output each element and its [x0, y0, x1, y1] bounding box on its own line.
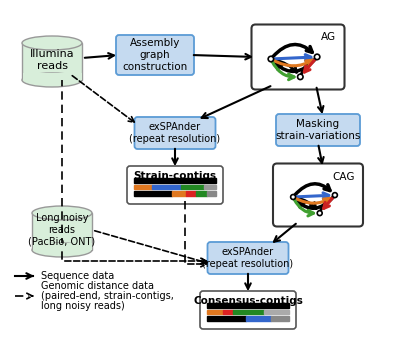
Text: Assembly
graph
construction: Assembly graph construction [122, 38, 188, 72]
Text: Consensus-contigs: Consensus-contigs [193, 296, 303, 306]
Circle shape [298, 74, 303, 80]
Bar [207, 309, 223, 314]
Circle shape [268, 56, 274, 62]
Bar [246, 316, 271, 321]
Text: exSPAnder
(repeat resolution): exSPAnder (repeat resolution) [202, 247, 294, 269]
Bar [264, 309, 289, 314]
Bar [186, 191, 196, 195]
Bar [207, 316, 246, 321]
Bar [152, 185, 181, 189]
Text: long noisy reads): long noisy reads) [41, 301, 125, 311]
Text: CAG: CAG [332, 171, 355, 182]
Text: AG: AG [321, 33, 336, 42]
FancyBboxPatch shape [116, 35, 194, 75]
Bar [233, 309, 264, 314]
Text: exSPAnder
(repeat resolution): exSPAnder (repeat resolution) [130, 122, 220, 144]
Ellipse shape [22, 36, 82, 50]
Circle shape [317, 211, 322, 216]
Text: Sequence data: Sequence data [41, 271, 114, 281]
Text: Illumina
reads: Illumina reads [30, 49, 74, 71]
Text: Long noisy
reads
(PacBio, ONT): Long noisy reads (PacBio, ONT) [28, 214, 96, 246]
Bar [204, 185, 216, 189]
Ellipse shape [32, 206, 92, 220]
Text: Strain-contigs: Strain-contigs [134, 171, 216, 181]
Bar [223, 309, 233, 314]
Ellipse shape [22, 73, 82, 87]
FancyBboxPatch shape [276, 114, 360, 146]
Bar [32, 213, 92, 250]
FancyBboxPatch shape [134, 117, 216, 149]
Circle shape [332, 193, 337, 198]
Bar [22, 73, 82, 80]
Text: Masking
strain-variations: Masking strain-variations [275, 119, 361, 141]
Text: Genomic distance data: Genomic distance data [41, 281, 154, 291]
FancyBboxPatch shape [200, 291, 296, 329]
Bar [134, 178, 216, 183]
FancyBboxPatch shape [273, 164, 363, 226]
Bar [134, 185, 152, 189]
Text: (paired-end, strain-contigs,: (paired-end, strain-contigs, [41, 291, 174, 301]
Bar [181, 185, 204, 189]
Ellipse shape [32, 243, 92, 257]
Bar [207, 303, 289, 307]
Bar [32, 243, 92, 250]
Bar [196, 191, 207, 195]
Bar [207, 191, 216, 195]
Bar [22, 43, 82, 80]
FancyBboxPatch shape [252, 24, 344, 89]
Bar [271, 316, 289, 321]
Bar [134, 191, 172, 195]
FancyBboxPatch shape [127, 166, 223, 204]
FancyBboxPatch shape [208, 242, 288, 274]
Bar [172, 191, 186, 195]
Circle shape [291, 194, 296, 200]
Circle shape [314, 54, 320, 60]
